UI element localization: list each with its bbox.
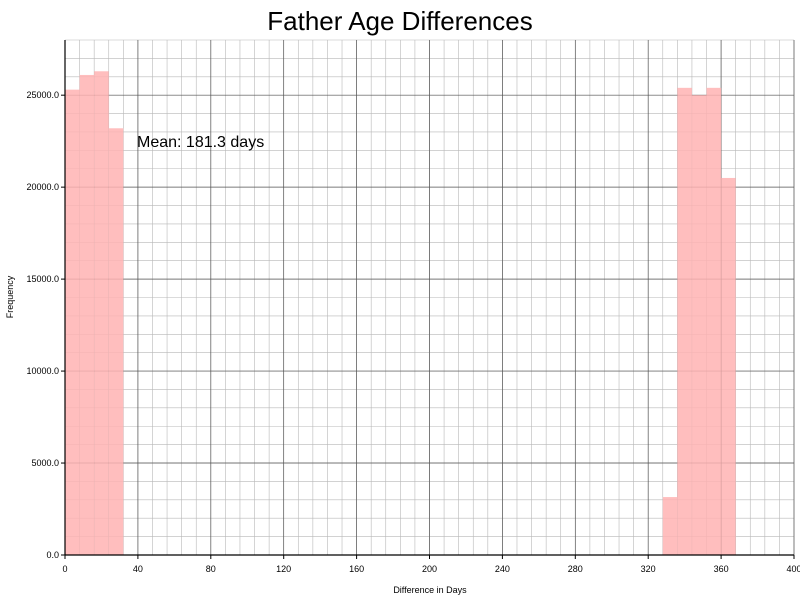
x-tick-labels: 0 40 80 120 160 200 240 280 320 360 400 — [62, 555, 800, 574]
x-tick-label: 400 — [786, 564, 800, 574]
histogram-bar — [94, 71, 109, 556]
y-tick-labels: 0.0 5000.0 10000.0 15000.0 20000.0 25000.0 — [26, 90, 65, 560]
y-tick-label: 10000.0 — [26, 366, 59, 376]
histogram-bar — [691, 95, 707, 555]
y-axis-label: Frequency — [5, 275, 15, 318]
histogram-bar — [108, 128, 124, 556]
histogram-bars — [65, 71, 736, 556]
y-tick-label: 5000.0 — [31, 458, 59, 468]
histogram-bar — [721, 177, 736, 556]
histogram-bar — [65, 89, 80, 556]
chart-title: Father Age Differences — [267, 6, 532, 36]
x-tick-label: 280 — [568, 564, 583, 574]
histogram-bar — [706, 87, 722, 556]
x-tick-label: 120 — [276, 564, 291, 574]
y-tick-label: 20000.0 — [26, 182, 59, 192]
x-tick-label: 200 — [422, 564, 437, 574]
x-tick-label: 320 — [641, 564, 656, 574]
y-tick-label: 15000.0 — [26, 274, 59, 284]
x-tick-label: 360 — [714, 564, 729, 574]
y-tick-label: 0.0 — [46, 550, 59, 560]
histogram-bar — [79, 74, 95, 556]
x-tick-label: 160 — [349, 564, 364, 574]
mean-annotation: Mean: 181.3 days — [137, 134, 264, 151]
histogram-bar — [662, 497, 678, 555]
x-axis-label: Difference in Days — [393, 585, 467, 595]
x-tick-label: 80 — [206, 564, 216, 574]
y-tick-label: 25000.0 — [26, 90, 59, 100]
x-tick-label: 40 — [133, 564, 143, 574]
x-tick-label: 0 — [62, 564, 67, 574]
histogram-bar — [677, 87, 692, 556]
x-tick-label: 240 — [495, 564, 510, 574]
